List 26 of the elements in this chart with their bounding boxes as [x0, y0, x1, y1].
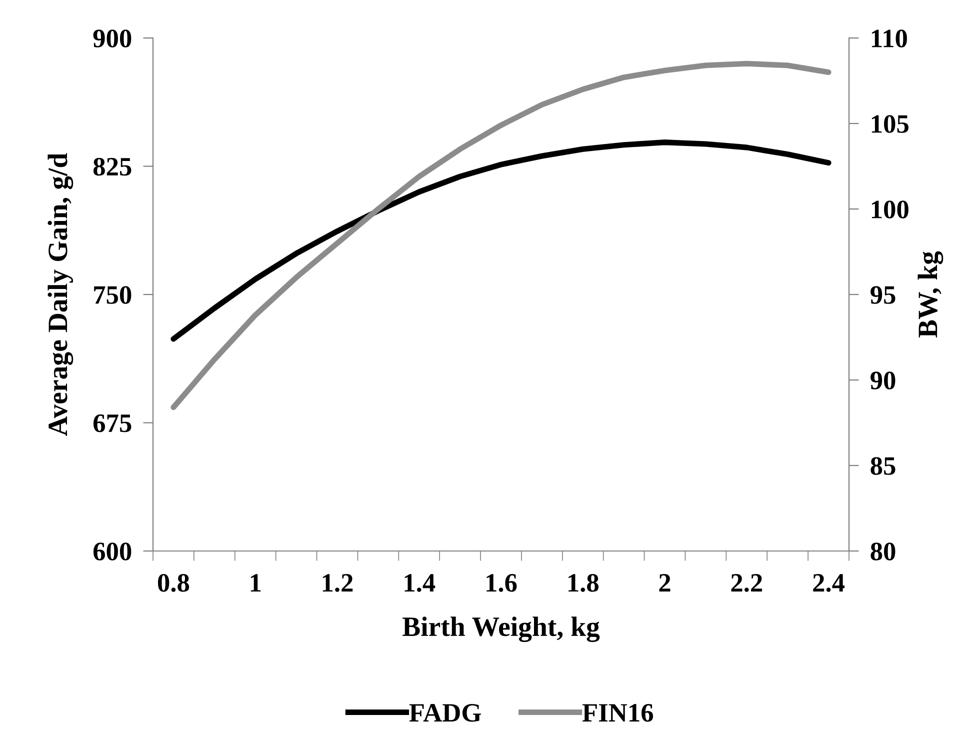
y-tick-label: 825 [93, 158, 132, 176]
y-axis-title: Average Daily Gain, g/d [48, 153, 74, 436]
y2-tick-label: 90 [870, 372, 896, 390]
x-tick-label: 0.8 [158, 574, 190, 592]
y-tick-label: 675 [93, 414, 132, 432]
legend-label: FADG [409, 704, 481, 722]
y2-tick-label: 85 [870, 457, 896, 475]
y2-tick-label: 100 [872, 200, 908, 218]
y-tick-label: 750 [94, 286, 132, 304]
x-axis-title: Birth Weight, kg [402, 616, 600, 642]
y2-tick-label: 105 [872, 115, 908, 133]
x-tick-label: 1 [250, 574, 261, 592]
y2-axis-title: BW, kg [918, 251, 944, 338]
y-tick-label: 600 [93, 542, 132, 560]
x-tick-label: 2.2 [731, 574, 762, 592]
y2-tick-label: 95 [870, 286, 896, 304]
legend-label: FIN16 [582, 704, 654, 722]
x-tick-label: 2.4 [813, 574, 845, 592]
x-tick-label: 1.8 [568, 574, 598, 592]
x-tick-label: 1.2 [322, 574, 353, 592]
y2-tick-label: 80 [870, 542, 896, 560]
x-tick-label: 2 [659, 574, 670, 592]
y2-tick-label: 110 [872, 30, 907, 48]
y-tick-label: 900 [93, 30, 132, 48]
x-tick-label: 1.4 [404, 574, 436, 592]
x-tick-label: 1.6 [486, 574, 517, 592]
